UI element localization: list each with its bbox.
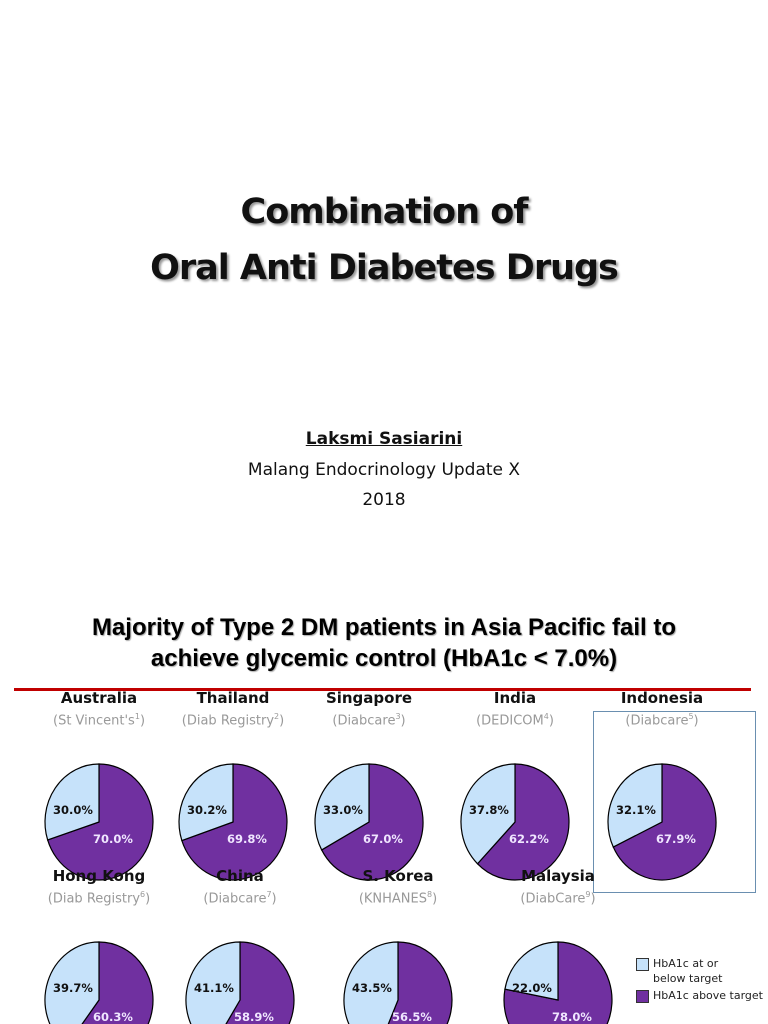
source-label: (DEDICOM4)	[476, 712, 554, 729]
reference-number: 5	[688, 712, 694, 721]
label-above-target: 69.8%	[227, 832, 267, 846]
legend-swatch-below	[636, 958, 649, 971]
label-below-target: 33.0%	[323, 803, 363, 817]
source-label: (Diabcare7)	[203, 890, 277, 907]
divider	[14, 688, 751, 691]
source-name: Diabcare	[337, 713, 396, 729]
event: Malang Endocrinology Update X	[247, 460, 521, 480]
reference-number: 3	[395, 712, 401, 721]
source-name: Diabcare	[208, 891, 267, 907]
source-label: (Diabcare5)	[625, 712, 699, 729]
country-label: Indonesia	[620, 689, 704, 707]
label-above-target: 70.0%	[93, 832, 133, 846]
source-label: (St Vincent's1)	[52, 712, 146, 729]
label-above-target: 60.3%	[93, 1010, 133, 1024]
country-label: India	[493, 689, 537, 707]
pie-slice-above-target	[81, 941, 154, 1024]
legend-label-above: HbA1c above target	[653, 989, 763, 1002]
label-above-target: 67.9%	[656, 832, 696, 846]
source-label: (Diab Registry2)	[181, 712, 285, 729]
source-label: (DiabCare9)	[520, 890, 596, 907]
highlight-box	[593, 711, 756, 893]
pie-slice-below-target	[185, 941, 241, 1024]
reference-number: 2	[274, 712, 280, 721]
slide-title-line1: Combination of	[240, 192, 529, 232]
source-name: Diab Registry	[52, 891, 141, 907]
source-name: St Vincent's	[58, 713, 135, 729]
pie-slice-above-target	[612, 763, 717, 881]
label-above-target: 62.2%	[509, 832, 549, 846]
reference-number: 6	[140, 890, 146, 899]
pie-slice-above-target	[225, 941, 295, 1024]
label-above-target: 78.0%	[552, 1010, 592, 1024]
pie-slice-above-target	[476, 763, 570, 881]
pie-slice-below-target	[178, 763, 234, 842]
country-label: China	[216, 867, 264, 885]
label-below-target: 39.7%	[53, 981, 93, 995]
country-label: Thailand	[196, 689, 270, 707]
pie-slice-above-target	[181, 763, 288, 881]
pie-slice-above-target	[46, 763, 154, 881]
label-below-target: 22.0%	[512, 981, 552, 995]
label-below-target: 43.5%	[352, 981, 392, 995]
label-above-target: 58.9%	[234, 1010, 274, 1024]
pie-slice-below-target	[44, 941, 100, 1024]
source-name: Diabcare	[630, 713, 689, 729]
label-below-target: 30.0%	[53, 803, 93, 817]
country-label: S. Korea	[362, 867, 434, 885]
source-name: DiabCare	[525, 891, 586, 907]
pie-slice-below-target	[343, 941, 399, 1024]
label-below-target: 32.1%	[616, 803, 656, 817]
legend-text: HbA1c at or	[653, 957, 719, 970]
pie-slice-below-target	[504, 941, 559, 1001]
reference-number: 4	[543, 712, 549, 721]
country-label: Hong Kong	[52, 867, 146, 885]
pie-slice-above-target	[387, 941, 453, 1024]
slide-title-line2: Oral Anti Diabetes Drugs	[150, 248, 619, 288]
pie-slice-above-target	[503, 941, 613, 1024]
legend-swatch-above	[636, 990, 649, 1003]
country-label: Australia	[60, 689, 138, 707]
reference-number: 1	[134, 712, 140, 721]
pie-slice-above-target	[320, 763, 424, 881]
legend-text: below target	[653, 972, 723, 985]
source-name: DEDICOM	[481, 713, 544, 729]
author: Laksmi Sasiarini	[305, 429, 463, 449]
source-label: (KNHANES8)	[358, 890, 438, 907]
pie-slice-below-target	[44, 763, 100, 841]
source-label: (Diabcare3)	[332, 712, 406, 729]
label-above-target: 56.5%	[392, 1010, 432, 1024]
slide2-title-line2: achieve glycemic control (HbA1c < 7.0%)	[150, 645, 618, 672]
slide2-title-line1: Majority of Type 2 DM patients in Asia P…	[91, 614, 677, 641]
source-name: KNHANES	[363, 891, 427, 907]
label-below-target: 41.1%	[194, 981, 234, 995]
pie-slice-below-target	[460, 763, 516, 865]
label-above-target: 67.0%	[363, 832, 403, 846]
pie-slice-below-target	[607, 763, 663, 848]
label-below-target: 37.8%	[469, 803, 509, 817]
legend-label-below: HbA1c at or below target	[653, 956, 722, 986]
source-name: Diab Registry	[186, 713, 275, 729]
country-label: Singapore	[325, 689, 413, 707]
year: 2018	[362, 490, 406, 510]
pie-slice-below-target	[314, 763, 370, 851]
reference-number: 8	[427, 890, 433, 899]
reference-number: 7	[266, 890, 272, 899]
reference-number: 9	[585, 890, 591, 899]
label-below-target: 30.2%	[187, 803, 227, 817]
source-label: (Diab Registry6)	[47, 890, 151, 907]
country-label: Malaysia	[521, 867, 595, 885]
